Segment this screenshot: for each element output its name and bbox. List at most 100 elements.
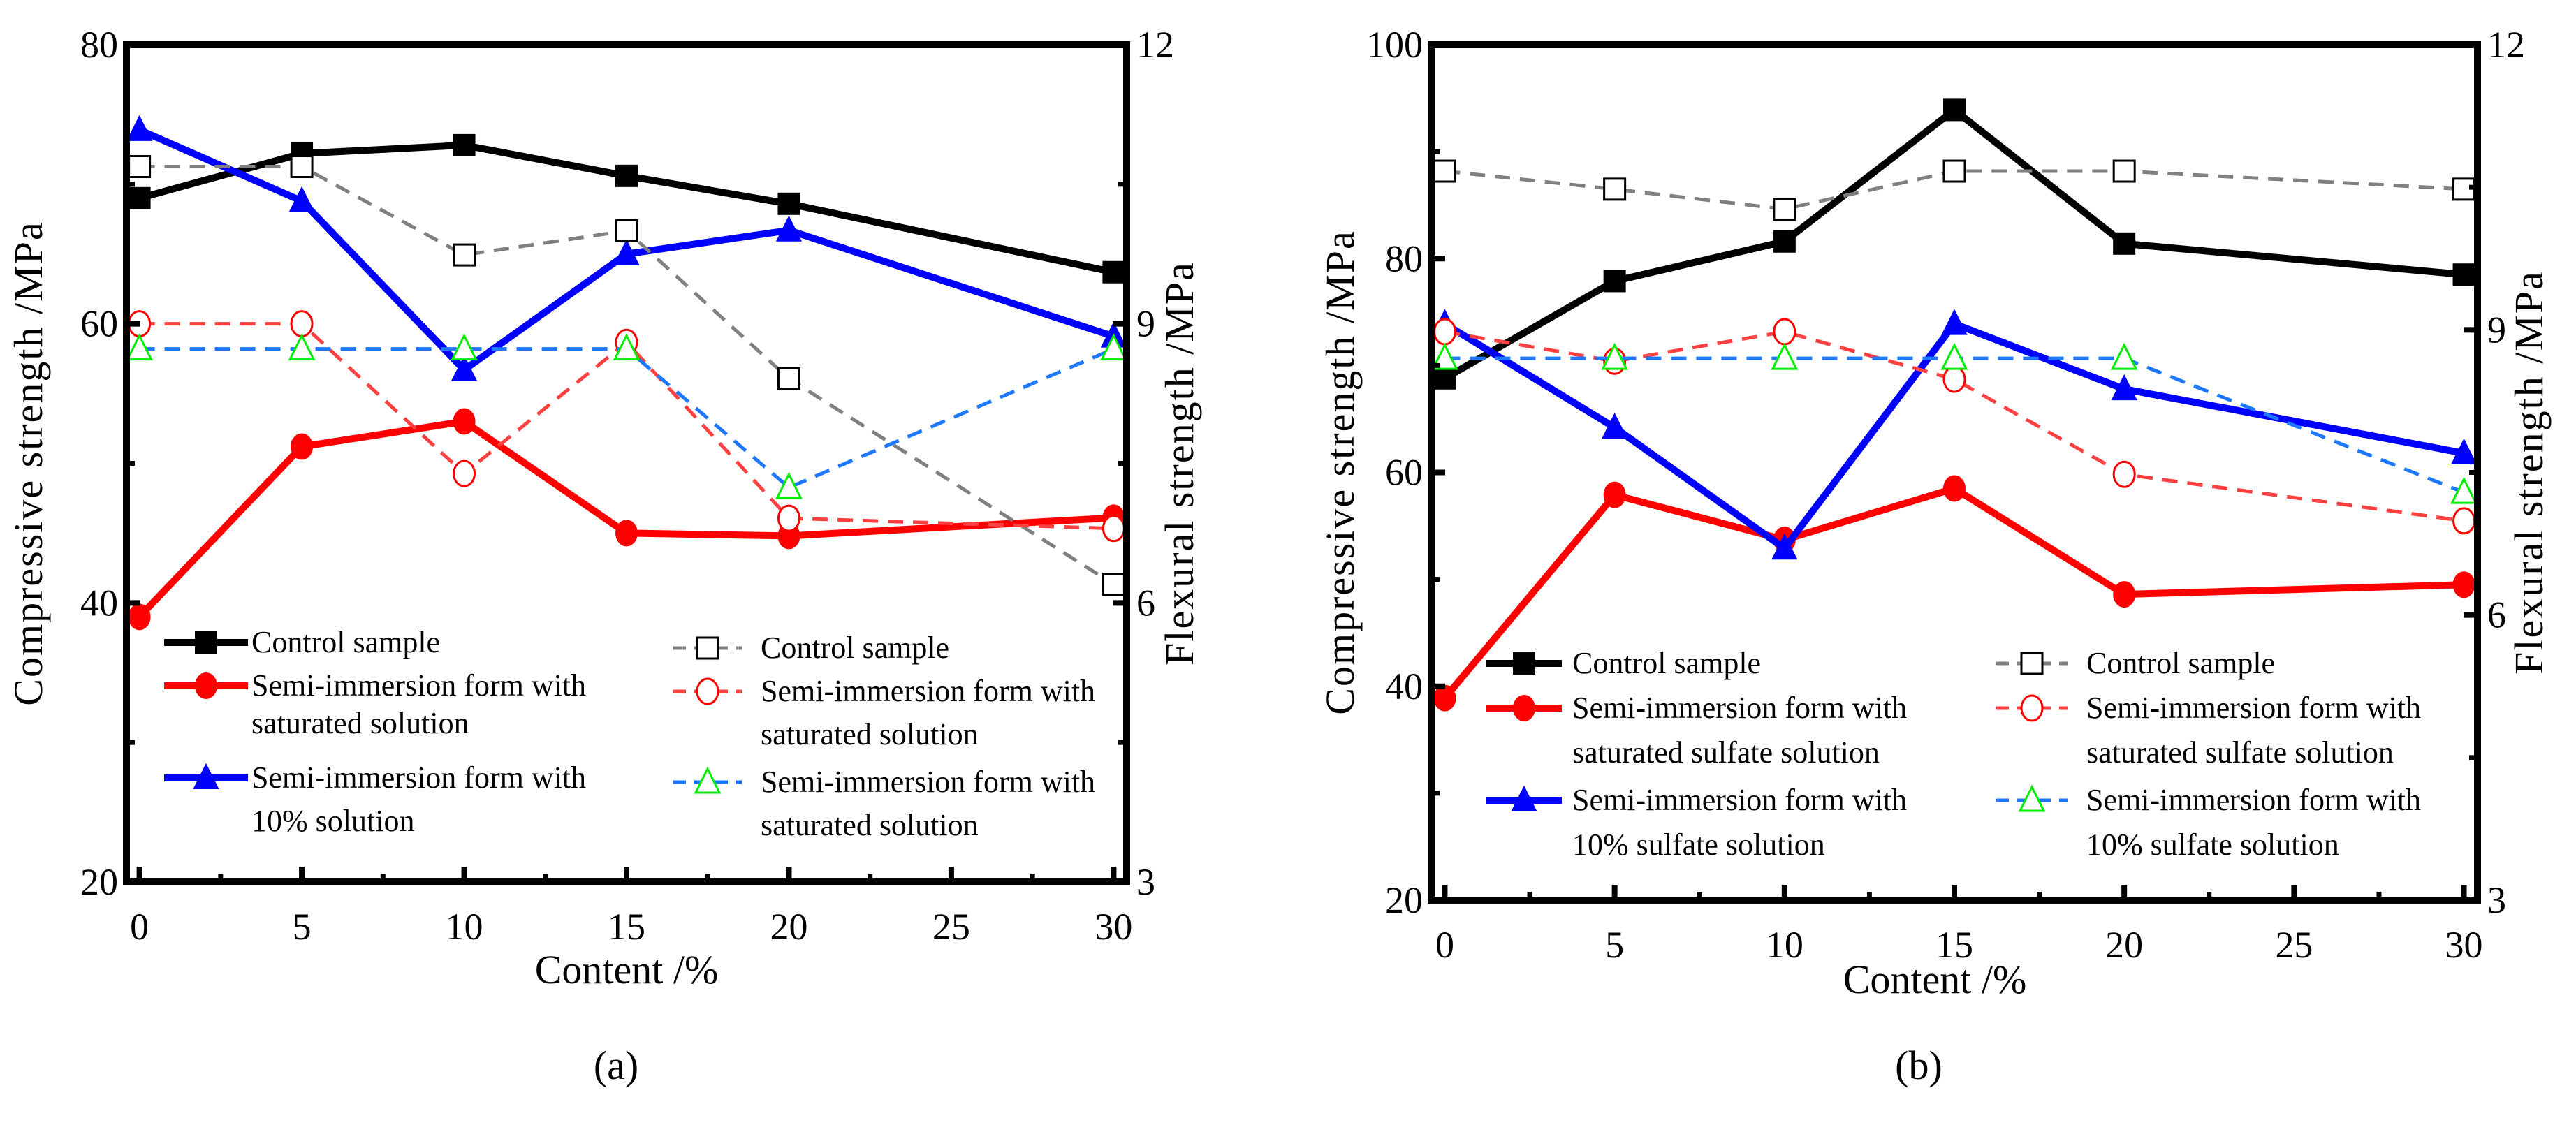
legend-item: Semi-immersion form with saturated soluti… [673, 765, 1095, 842]
legend-label: Semi-immersion form with [251, 668, 586, 703]
data-point [128, 155, 152, 179]
data-point [1773, 230, 1796, 253]
data-point [2450, 438, 2478, 464]
data-point [775, 215, 803, 242]
legend-item: Semi-immersion form with saturated sulfat… [1996, 691, 2421, 770]
legend-item: Control sample [1486, 646, 1761, 680]
x-tick-label: 25 [2275, 924, 2313, 966]
y-left-axis-title: Compressive strength /MPa [6, 221, 51, 705]
data-point [1940, 342, 1968, 370]
series-line [1444, 169, 2464, 211]
data-point [1431, 342, 1458, 370]
data-point [1102, 260, 1125, 284]
data-point [2452, 571, 2475, 598]
y-left-tick-label: 40 [80, 582, 118, 624]
data-point [1942, 159, 1966, 183]
data-point [2452, 263, 2475, 286]
legend-item: Semi-immersion form with 10% sulfate solu… [1486, 783, 1907, 862]
data-point [1433, 367, 1456, 390]
series-right-5 [1431, 342, 2478, 504]
data-point [1771, 342, 1799, 370]
data-point [128, 603, 151, 631]
legend-item: Semi-immersion form with 10% sulfate solu… [1996, 783, 2421, 862]
x-tick-label: 10 [446, 906, 483, 948]
x-tick-label: 25 [932, 906, 970, 948]
series-line [136, 418, 1114, 619]
y-left-tick-label: 60 [80, 303, 118, 345]
data-point [1771, 533, 1798, 560]
y-right-tick-label: 9 [2487, 309, 2506, 351]
data-point [2112, 159, 2136, 183]
data-point [777, 367, 800, 390]
legend-label: 10% sulfate solution [2086, 828, 2339, 862]
data-point [451, 355, 478, 381]
data-point [1603, 270, 1626, 293]
x-tick-label: 30 [2445, 924, 2483, 966]
y-right-tick-label: 3 [2487, 879, 2506, 921]
data-point [1773, 197, 1796, 221]
series-right-5 [126, 333, 1127, 499]
y-right-tick-label: 3 [1136, 861, 1155, 903]
data-point [2113, 581, 2136, 608]
legend: Control sample Semi-immersion form with sa… [1486, 646, 2421, 862]
legend-label: saturated solution [761, 808, 979, 842]
x-tick-label: 5 [293, 906, 312, 948]
x-tick-label: 0 [130, 906, 149, 948]
y-right-tick-label: 6 [1136, 582, 1155, 624]
y-right-tick-label: 12 [1136, 24, 1174, 66]
data-point [290, 155, 314, 179]
series-line [1444, 330, 2464, 523]
y-left-tick-label: 100 [1366, 24, 1423, 66]
series-line [138, 126, 1115, 374]
legend-item: Control sample [1996, 646, 2275, 680]
data-point [1943, 98, 1966, 122]
data-point [1773, 318, 1796, 346]
data-point [126, 115, 153, 141]
legend-marker [2020, 694, 2044, 722]
data-point [290, 310, 314, 338]
data-point [1433, 318, 1456, 346]
data-point [453, 243, 476, 267]
data-point [2452, 507, 2476, 535]
series-right-3 [1433, 159, 2476, 221]
y-left-tick-label: 80 [80, 24, 118, 66]
legend-label: saturated sulfate solution [1572, 735, 1880, 770]
legend-item: Semi-immersion form with saturated sulfat… [1486, 691, 1907, 770]
legend-label: Control sample [2086, 646, 2275, 680]
legend-marker [696, 636, 719, 660]
y-right-axis-title: Flexural strength /MPa [1157, 261, 1202, 666]
legend-item: Semi-immersion form with saturated soluti… [673, 674, 1095, 751]
series-left-0 [128, 133, 1125, 284]
legend-label: saturated sulfate solution [2086, 735, 2394, 770]
chart-panel-b: 0 5 10 15 20 25 30 20 40 60 80 100 3 6 9 12 Content /% Co… [1317, 24, 2552, 1088]
panel-label: (a) [594, 1043, 638, 1088]
data-point [288, 333, 316, 361]
y-right-tick-label: 9 [1136, 303, 1155, 345]
x-tick-label: 5 [1605, 924, 1624, 966]
series-line [139, 165, 1115, 586]
x-tick-label: 10 [1766, 924, 1803, 966]
series-line [139, 322, 1114, 531]
x-tick-label: 15 [608, 906, 645, 948]
x-tick-label: 0 [1435, 924, 1454, 966]
legend-label: saturated solution [251, 706, 469, 740]
data-point [1942, 365, 1966, 393]
y-left-axis-title: Compressive strength /MPa [1317, 230, 1363, 714]
legend-label: Control sample [1572, 646, 1761, 680]
x-tick-label: 15 [1935, 924, 1973, 966]
legend-label: Semi-immersion form with [251, 760, 586, 795]
y-left-tick-label: 20 [1385, 879, 1423, 921]
data-point [613, 333, 641, 361]
series-line [1442, 106, 2465, 382]
legend-marker [195, 672, 217, 699]
data-point [1433, 684, 1456, 712]
legend-marker [2018, 784, 2046, 812]
data-point [2450, 476, 2478, 504]
x-tick-label: 20 [770, 906, 807, 948]
x-tick-label: 20 [2105, 924, 2143, 966]
legend-item: Semi-immersion form with saturated solut… [164, 668, 586, 740]
y-right-tick-label: 6 [2487, 594, 2506, 636]
data-point [1941, 309, 1968, 335]
series-left-2 [126, 115, 1127, 381]
